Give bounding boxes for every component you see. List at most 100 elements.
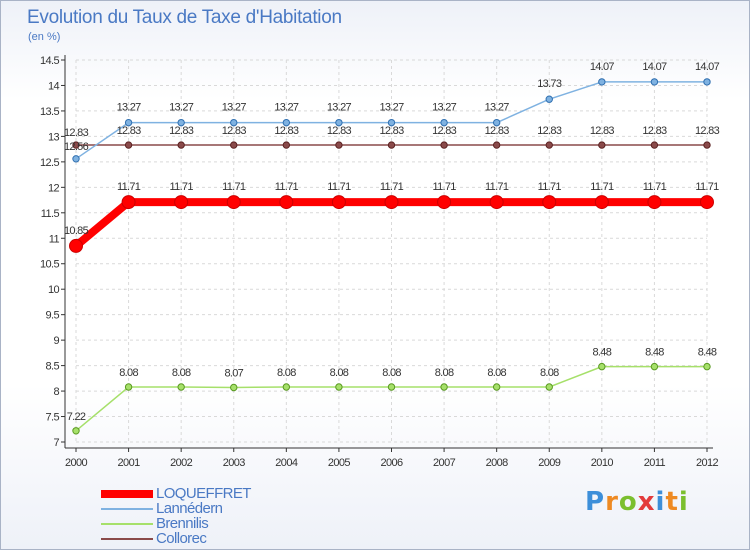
y-tick-label: 9.5 xyxy=(46,310,60,322)
data-label-lanndern: 13.73 xyxy=(537,78,562,90)
data-point-collorec xyxy=(335,141,343,149)
data-point-brennilis xyxy=(282,383,291,391)
y-tick-label: 7 xyxy=(53,437,59,449)
data-point-lanndern xyxy=(124,118,133,127)
data-label-collorec: 12.83 xyxy=(327,125,352,137)
data-label-lanndern: 13.27 xyxy=(327,102,352,114)
logo-letter: i xyxy=(678,487,689,517)
x-tick-label: 2010 xyxy=(591,457,614,469)
x-tick-label: 2004 xyxy=(275,457,298,469)
data-point-collorec xyxy=(230,141,238,149)
legend-label-brennilis: Brennilis xyxy=(156,515,209,532)
x-tick-label: 2005 xyxy=(328,457,351,469)
data-point-loqueffret xyxy=(489,195,504,210)
data-point-collorec xyxy=(492,141,501,149)
data-point-lanndern xyxy=(440,118,448,127)
data-point-collorec xyxy=(72,141,80,149)
data-point-lanndern xyxy=(545,95,553,103)
data-label-collorec: 12.83 xyxy=(642,125,667,137)
data-label-loqueffret: 11.71 xyxy=(590,181,614,193)
data-label-lanndern: 13.27 xyxy=(117,102,142,114)
data-point-loqueffret xyxy=(226,195,241,210)
data-point-loqueffret xyxy=(437,195,452,210)
data-label-loqueffret: 11.71 xyxy=(643,181,667,193)
series-layer xyxy=(69,78,714,435)
data-point-lanndern xyxy=(72,155,80,163)
data-point-brennilis xyxy=(387,383,396,391)
x-tick-label: 2000 xyxy=(65,457,88,469)
data-label-loqueffret: 11.71 xyxy=(695,181,719,193)
x-tick-label: 2012 xyxy=(696,457,719,469)
data-point-loqueffret xyxy=(700,195,714,210)
data-label-collorec: 12.83 xyxy=(379,125,404,137)
data-label-collorec: 12.83 xyxy=(432,125,457,137)
y-tick-label: 14.5 xyxy=(40,55,59,67)
data-point-brennilis xyxy=(703,362,711,371)
data-point-lanndern xyxy=(177,118,185,127)
data-label-lanndern: 14.07 xyxy=(642,61,667,73)
data-point-lanndern xyxy=(492,118,501,127)
data-label-collorec: 12.83 xyxy=(64,127,89,139)
data-point-loqueffret xyxy=(594,195,609,210)
data-label-loqueffret: 11.71 xyxy=(275,181,299,193)
data-label-loqueffret: 11.71 xyxy=(170,181,194,193)
legend-label-collorec: Collorec xyxy=(156,530,207,547)
data-point-brennilis xyxy=(545,383,553,391)
data-point-brennilis xyxy=(177,383,185,391)
data-label-loqueffret: 11.71 xyxy=(117,181,141,193)
legend-swatch-collorec xyxy=(101,538,153,540)
label-layer: 10.85 11.71 11.71 11.71 11.71 11.71 11.71 11.71… xyxy=(64,61,720,423)
data-point-brennilis xyxy=(72,427,80,435)
data-point-collorec xyxy=(650,141,659,149)
data-label-lanndern: 14.07 xyxy=(695,61,720,73)
data-point-loqueffret xyxy=(279,195,294,210)
y-tick-label: 9 xyxy=(53,335,59,347)
y-tick-label: 13.5 xyxy=(40,106,59,118)
data-label-collorec: 12.83 xyxy=(537,125,562,137)
data-label-lanndern: 12.56 xyxy=(64,141,89,153)
y-tick-label: 10 xyxy=(48,284,60,296)
data-point-loqueffret xyxy=(331,195,346,210)
y-tick-label: 13 xyxy=(48,131,60,143)
x-tick-label: 2007 xyxy=(433,457,456,469)
data-point-collorec xyxy=(703,141,711,149)
logo-letter: t xyxy=(665,487,679,517)
y-tick-label: 10.5 xyxy=(40,259,59,271)
y-tick-label: 14 xyxy=(48,80,60,92)
data-point-loqueffret xyxy=(647,195,662,210)
data-label-brennilis: 8.08 xyxy=(172,367,191,379)
data-label-brennilis: 8.08 xyxy=(487,367,506,379)
data-point-lanndern xyxy=(335,118,343,127)
legend-label-loqueffret: LOQUEFFRET xyxy=(156,485,251,502)
data-label-brennilis: 8.08 xyxy=(330,367,349,379)
x-tick-label: 2001 xyxy=(118,457,141,469)
data-label-collorec: 12.83 xyxy=(222,125,247,137)
data-point-loqueffret xyxy=(384,195,399,210)
data-label-lanndern: 13.27 xyxy=(169,102,194,114)
data-point-brennilis xyxy=(440,383,448,391)
data-label-loqueffret: 11.71 xyxy=(380,181,404,193)
data-label-brennilis: 8.08 xyxy=(277,367,296,379)
y-tick-label: 12 xyxy=(48,182,60,194)
data-point-collorec xyxy=(598,141,606,149)
data-label-lanndern: 13.27 xyxy=(274,102,299,114)
data-point-lanndern xyxy=(703,78,711,86)
data-label-lanndern: 14.07 xyxy=(590,61,615,73)
data-point-loqueffret xyxy=(69,238,83,253)
data-point-collorec xyxy=(440,141,448,149)
data-label-brennilis: 8.48 xyxy=(593,347,612,359)
data-label-brennilis: 8.07 xyxy=(224,368,243,380)
data-point-loqueffret xyxy=(542,195,557,210)
data-point-loqueffret xyxy=(174,195,189,210)
logo-letter: r xyxy=(605,487,619,517)
data-label-brennilis: 8.48 xyxy=(698,347,717,359)
legend-swatch-lannedern xyxy=(101,508,153,510)
chart-title: Evolution du Taux de Taxe d'Habitation xyxy=(27,7,342,28)
logo-letter: i xyxy=(655,487,666,517)
data-label-lanndern: 13.27 xyxy=(222,102,247,114)
data-label-collorec: 12.83 xyxy=(485,125,510,137)
data-label-loqueffret: 11.71 xyxy=(538,181,562,193)
data-label-loqueffret: 11.71 xyxy=(432,181,456,193)
